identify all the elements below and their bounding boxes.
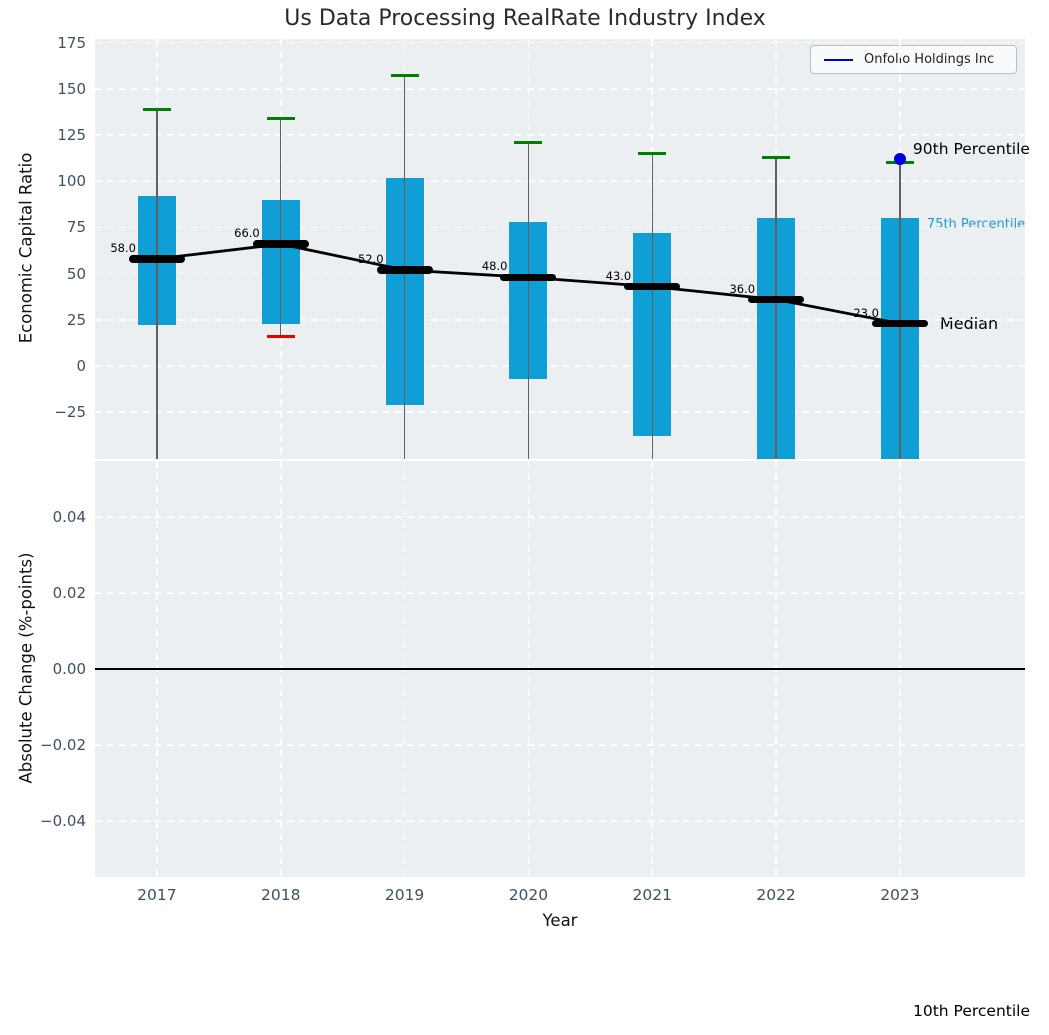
median-marker — [624, 282, 681, 291]
x-tick-label: 2023 — [880, 886, 920, 904]
median-value-label: 66.0 — [234, 226, 260, 241]
company-point — [893, 153, 906, 166]
y-tick-label: 125 — [57, 126, 86, 145]
median-marker — [252, 240, 309, 248]
whisker-line — [651, 153, 653, 459]
grid-line-h — [95, 319, 1025, 321]
x-tick-label: 2018 — [261, 886, 301, 904]
grid-line-h — [95, 88, 1025, 90]
p90-cap — [638, 152, 667, 156]
x-tick-label: 2021 — [632, 886, 672, 904]
y-tick-label: 0.02 — [52, 584, 86, 603]
grid-line-h — [95, 272, 1025, 275]
x-tick-label: 2017 — [137, 886, 177, 904]
y-tick-label: −0.04 — [40, 811, 86, 830]
y-tick-label: 0.04 — [52, 508, 86, 527]
x-axis-label: Year — [542, 911, 578, 930]
y-tick-label: 100 — [57, 172, 86, 191]
grid-line-h — [95, 134, 1025, 136]
legend-entry-label: Onfolio Holdings Inc — [864, 52, 995, 67]
median-marker — [871, 319, 928, 328]
median-marker — [376, 266, 433, 274]
bottom-axes-plot-area — [95, 461, 1025, 877]
y-tick-label: 0.00 — [52, 660, 86, 678]
median-marker — [748, 295, 805, 304]
p90-cap — [266, 116, 295, 120]
median-value-label: 52.0 — [357, 251, 384, 266]
whisker-line — [899, 162, 901, 459]
y-tick-label: 50 — [66, 264, 86, 283]
median-value-label: 58.0 — [110, 240, 136, 255]
chart-title: Us Data Processing RealRate Industry Ind… — [284, 6, 766, 31]
annotation-10th-percentile: 10th Percentile — [913, 1002, 1031, 1020]
grid-line-h — [95, 820, 1025, 822]
p90-cap — [514, 140, 543, 144]
grid-line-h — [95, 592, 1025, 594]
y-tick-label: −25 — [54, 403, 86, 422]
median-value-label: 36.0 — [729, 281, 756, 296]
y-tick-label: 150 — [57, 79, 86, 98]
legend-line-sample-icon — [824, 58, 853, 61]
whisker-line — [775, 157, 777, 459]
whisker-line — [527, 142, 530, 459]
median-marker — [500, 273, 557, 282]
x-tick-label: 2022 — [756, 886, 796, 904]
grid-line-h — [95, 744, 1025, 746]
grid-line-h — [95, 226, 1025, 229]
p90-cap — [762, 155, 791, 159]
p90-cap — [390, 74, 419, 78]
p10-cap — [266, 334, 295, 338]
y-tick-label: 25 — [66, 310, 86, 329]
median-value-label: 43.0 — [605, 268, 632, 283]
x-tick-label: 2020 — [508, 886, 549, 904]
p90-cap — [142, 107, 171, 111]
whisker-line — [156, 109, 158, 459]
median-trend-line — [155, 242, 902, 325]
annotation-90th-percentile: 90th Percentile — [912, 140, 1030, 159]
zero-reference-line — [95, 668, 1025, 670]
y-tick-label: 0 — [76, 357, 86, 376]
annotation-75th-percentile: 75th Percentile — [926, 217, 1026, 233]
y-tick-label: 175 — [57, 33, 86, 52]
grid-line-h — [95, 180, 1025, 183]
grid-line-h — [95, 41, 1025, 44]
median-value-label: 48.0 — [481, 259, 508, 274]
x-tick-label: 2019 — [384, 886, 425, 904]
median-marker — [128, 255, 185, 263]
grid-line-h — [95, 411, 1025, 414]
legend-box: Onfolio Holdings Inc — [810, 45, 1017, 74]
y-tick-label: −0.02 — [40, 735, 86, 754]
top-axes-plot-area: 58.0 66.0 52.0 48.0 43.0 36.0 23.0 — [95, 39, 1025, 459]
annotation-median: Median — [939, 313, 999, 333]
y-tick-label: 75 — [66, 218, 86, 237]
grid-line-h — [95, 516, 1025, 518]
grid-line-h — [95, 365, 1025, 367]
median-value-label: 23.0 — [853, 305, 879, 320]
whisker-line — [280, 118, 282, 337]
